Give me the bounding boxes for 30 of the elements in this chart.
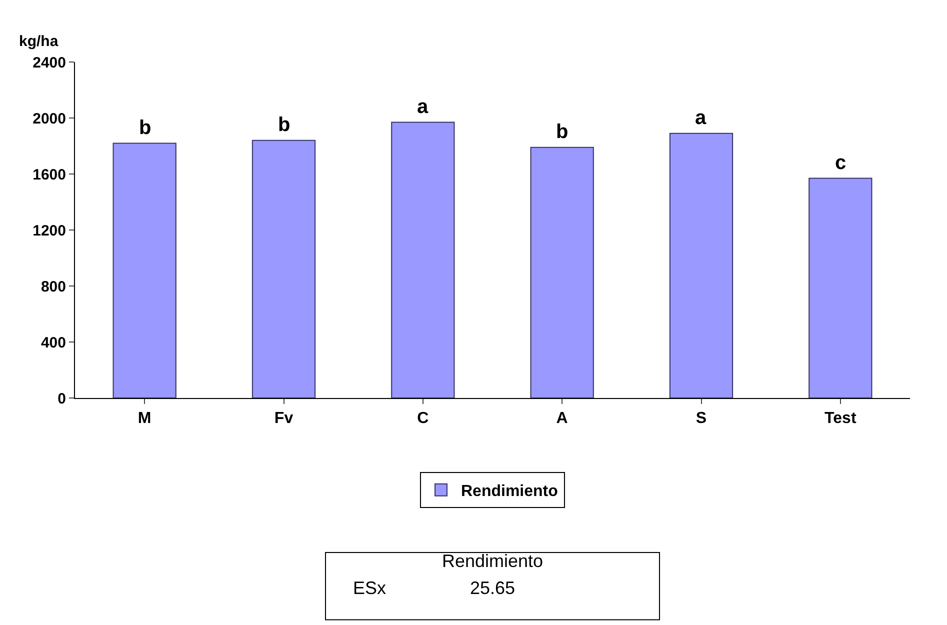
- annotation: c: [835, 152, 846, 174]
- bar: [669, 132, 734, 398]
- text: ESx: [353, 578, 386, 598]
- x-tick-label: A: [556, 410, 568, 428]
- annotation: a: [417, 96, 429, 118]
- annotation: b: [278, 114, 290, 136]
- bar: [391, 122, 455, 398]
- y-tick-label: 400: [40, 334, 66, 352]
- x-tick-label: Fv: [274, 410, 294, 428]
- bar: [808, 178, 872, 398]
- legend-label: Rendimiento: [461, 483, 558, 500]
- annotation: b: [139, 117, 152, 139]
- y-tick-label: 1600: [32, 166, 66, 184]
- x-tick-label: C: [417, 410, 430, 428]
- x-tick-label: Test: [824, 410, 857, 428]
- text: 25.65: [470, 578, 516, 598]
- y-tick-label: 800: [40, 278, 66, 296]
- bar: [252, 140, 316, 398]
- x-tick-label: M: [138, 410, 152, 428]
- y-tick-label: 0: [58, 390, 66, 408]
- annotation: a: [695, 107, 707, 129]
- y-tick-label: 2400: [32, 54, 66, 72]
- text: Rendimiento: [442, 551, 544, 571]
- bar: [530, 146, 594, 398]
- x-tick-label: S: [696, 410, 707, 428]
- y-axis-title: kg/ha: [19, 33, 59, 50]
- annotation: b: [556, 121, 568, 143]
- y-tick-label: 1200: [32, 222, 66, 240]
- bar: [112, 142, 176, 398]
- y-tick-label: 2000: [32, 110, 66, 128]
